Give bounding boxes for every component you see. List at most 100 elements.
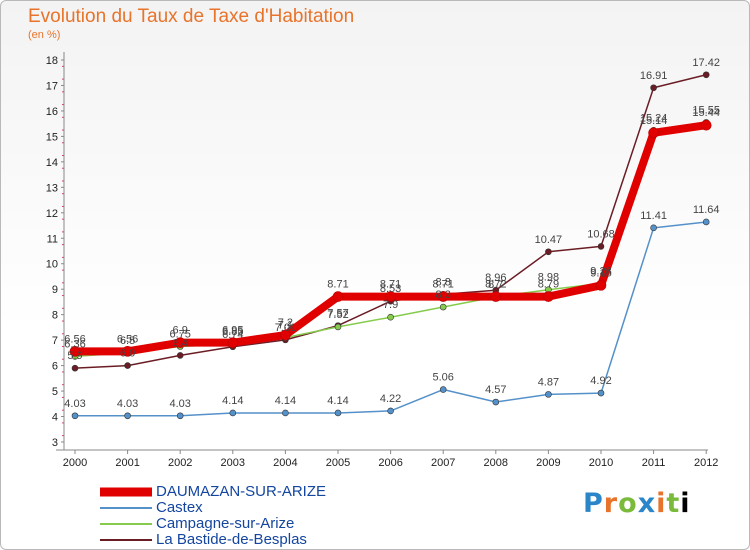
y-tick-label: 9: [52, 284, 58, 296]
data-point: [71, 412, 79, 420]
data-label: 6.56: [64, 333, 85, 345]
legend-label-daumazan: DAUMAZAN-SUR-ARIZE: [156, 483, 327, 500]
data-point: [282, 409, 289, 417]
legend-item-la-bastide: La Bastide-de-Besplas: [100, 532, 326, 548]
data-label: 9.23: [590, 265, 611, 277]
data-label: 10.68: [587, 228, 615, 240]
data-label: 8.8: [436, 276, 451, 288]
x-tick-label: 2006: [378, 457, 402, 469]
legend-swatch-daumazan: [100, 487, 152, 497]
x-tick-label: 2012: [694, 457, 718, 469]
data-point: [227, 337, 239, 348]
data-label: 4.87: [538, 376, 559, 388]
data-label: 7.9: [383, 299, 398, 311]
data-label: 6.4: [173, 337, 188, 349]
x-tick-label: 2000: [63, 457, 87, 469]
data-point: [439, 303, 447, 311]
data-label: 6.36: [64, 338, 85, 350]
legend-swatch-campagne: [100, 523, 152, 525]
data-label: 6.75: [169, 329, 190, 341]
data-label: 6.95: [222, 325, 243, 337]
data-label: 16.91: [640, 70, 668, 82]
data-point: [650, 224, 657, 232]
legend-item-campagne: Campagne-sur-Arize: [100, 516, 326, 532]
data-point: [648, 127, 659, 139]
y-tick-label: 12: [46, 208, 58, 220]
data-point: [545, 391, 552, 398]
data-point: [280, 329, 291, 341]
data-point: [543, 291, 554, 302]
data-label: 4.92: [590, 375, 611, 387]
data-label: 5.06: [432, 372, 453, 384]
data-label: 4.22: [380, 393, 401, 405]
data-label: 8.71: [327, 279, 348, 291]
proxiti-logo: Proxiti: [583, 488, 691, 519]
data-label: 15.55: [692, 104, 720, 116]
x-tick-label: 2011: [642, 457, 666, 469]
data-point: [174, 337, 186, 348]
data-label: 4.57: [485, 384, 506, 396]
y-tick-label: 8: [52, 310, 58, 322]
x-tick-label: 2005: [326, 457, 350, 469]
data-label: 15.44: [692, 107, 720, 119]
data-label: 10.47: [535, 234, 563, 246]
data-point: [229, 409, 237, 417]
logo-letter: P: [583, 488, 604, 519]
data-point: [597, 243, 605, 250]
y-tick-label: 5: [52, 386, 58, 398]
data-label: 15.14: [640, 115, 668, 127]
data-label: 4.03: [117, 398, 138, 410]
logo-letter: t: [666, 488, 681, 519]
data-label: 5.9: [67, 350, 82, 362]
data-label: 7.01: [275, 322, 296, 334]
y-tick-label: 10: [46, 259, 58, 271]
data-point: [124, 412, 131, 420]
y-tick-label: 14: [46, 157, 58, 169]
data-point: [71, 364, 79, 372]
data-label: 6.74: [222, 329, 243, 341]
data-point: [387, 407, 394, 415]
data-point: [334, 323, 342, 331]
logo-letter: x: [637, 488, 657, 519]
x-tick-label: 2007: [431, 457, 455, 469]
logo-letter: i: [656, 488, 667, 519]
logo-letter: r: [603, 488, 619, 519]
legend-label-castex: Castex: [156, 499, 203, 516]
data-label: 8.72: [485, 279, 506, 291]
data-label: 6.5: [120, 335, 135, 347]
data-point: [490, 291, 502, 302]
legend-swatch-la-bastide: [100, 539, 152, 541]
legend-item-castex: Castex: [100, 500, 326, 516]
y-tick-label: 17: [46, 80, 58, 92]
data-point: [176, 352, 184, 359]
y-tick-label: 11: [47, 233, 58, 245]
x-tick-label: 2008: [484, 457, 508, 469]
data-point: [702, 71, 710, 79]
data-label: 8.96: [485, 272, 506, 284]
data-label: 8.71: [380, 279, 401, 291]
data-point: [650, 84, 657, 92]
data-point: [334, 409, 342, 417]
logo-letter: i: [680, 488, 691, 519]
legend-swatch-castex: [100, 507, 152, 509]
chart-subtitle: (en %): [28, 29, 61, 41]
y-tick-label: 13: [46, 182, 58, 194]
data-point: [595, 280, 607, 291]
data-point: [122, 346, 133, 357]
data-point: [702, 218, 710, 226]
data-label: 6.56: [117, 333, 138, 345]
legend-label-la-bastide: La Bastide-de-Besplas: [156, 531, 307, 548]
y-tick-label: 15: [46, 131, 58, 143]
data-label: 4.14: [222, 395, 243, 407]
data-label: 11.64: [693, 204, 720, 216]
x-tick-label: 2002: [168, 457, 192, 469]
data-point: [700, 119, 712, 131]
data-label: 8.7: [488, 279, 503, 291]
series-line: [74, 74, 707, 369]
y-tick-label: 6: [52, 361, 58, 373]
y-tick-label: 3: [52, 437, 58, 449]
data-label: 4.03: [169, 398, 190, 410]
data-label: 6.9: [173, 325, 188, 337]
data-label: 4.03: [64, 398, 85, 410]
data-label: 7.57: [327, 308, 348, 320]
